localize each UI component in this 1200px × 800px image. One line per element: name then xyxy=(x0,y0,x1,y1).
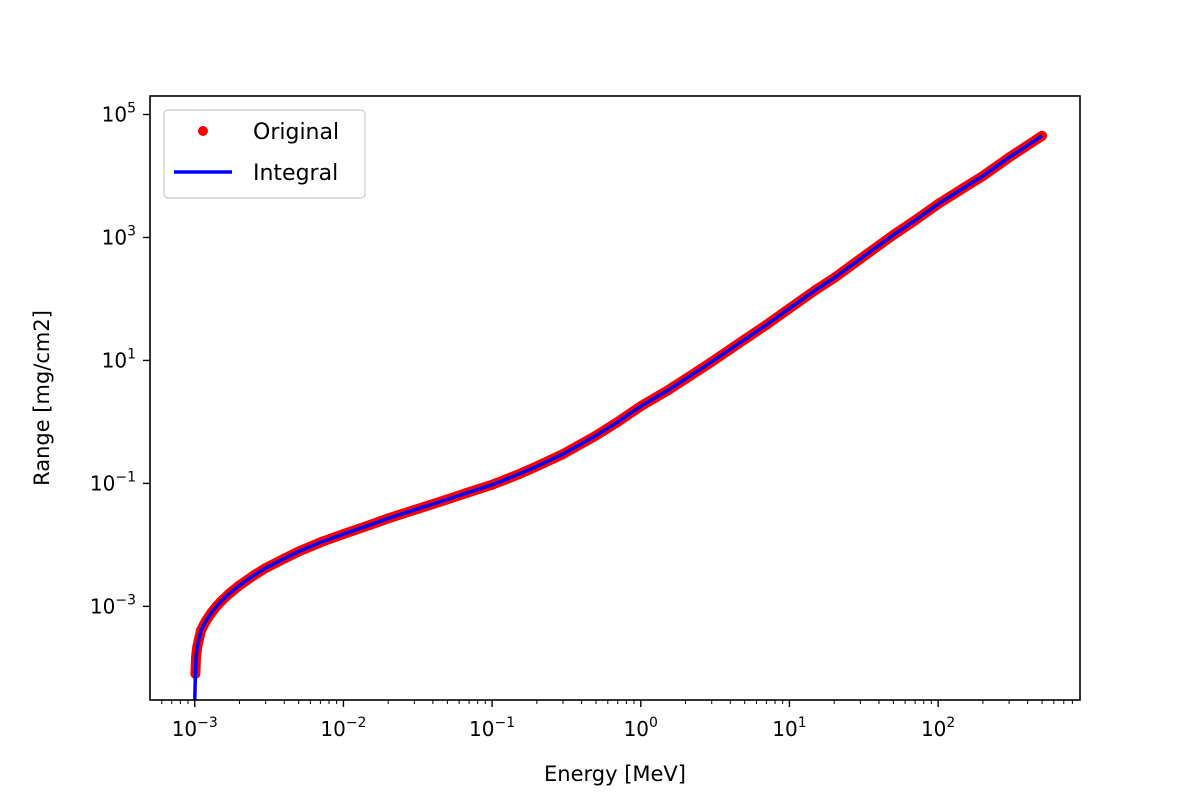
x-tick-label: 10−3 xyxy=(172,715,218,741)
legend-label-integral: Integral xyxy=(253,161,338,186)
x-axis-label: Energy [MeV] xyxy=(544,762,686,786)
plot-frame xyxy=(149,95,1081,701)
y-tick-label: 103 xyxy=(102,223,136,249)
legend-label-original: Original xyxy=(253,120,339,145)
x-tick-label: 100 xyxy=(624,715,658,741)
legend-marker-original xyxy=(198,126,208,136)
y-tick-label: 101 xyxy=(102,346,136,372)
x-tick-label: 101 xyxy=(772,715,806,741)
x-tick-label: 10−2 xyxy=(320,715,366,741)
y-axis-label: Range [mg/cm2] xyxy=(30,310,54,486)
x-tick-label: 102 xyxy=(921,715,955,741)
y-tick-label: 105 xyxy=(102,101,136,127)
legend: Original Integral xyxy=(163,109,366,199)
series-line-integral xyxy=(193,134,1044,701)
legend-box xyxy=(163,109,366,199)
x-tick-label: 10−1 xyxy=(469,715,515,741)
y-tick-label: 10−1 xyxy=(90,469,136,495)
data-layer xyxy=(190,130,1048,701)
y-tick-label: 10−3 xyxy=(90,592,136,618)
